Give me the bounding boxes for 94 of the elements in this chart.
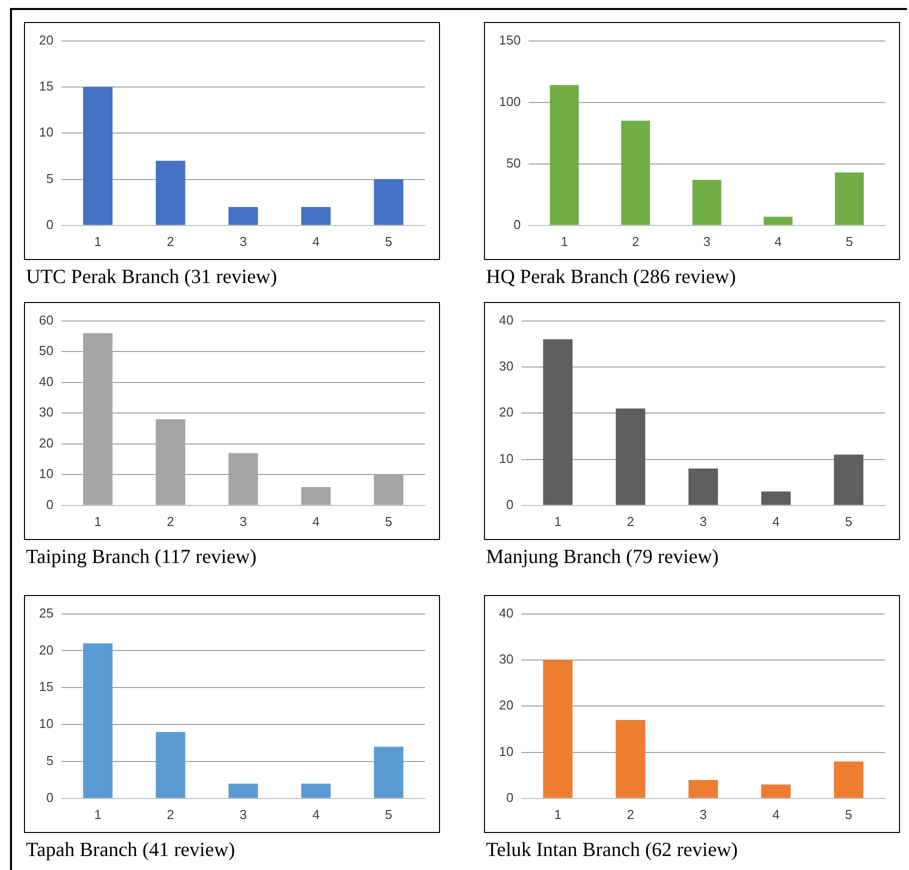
bar bbox=[764, 216, 793, 225]
x-tick-label: 2 bbox=[166, 514, 174, 529]
x-tick-label: 3 bbox=[240, 234, 247, 249]
y-tick-label: 20 bbox=[498, 404, 514, 420]
y-tick-label: 0 bbox=[506, 496, 514, 512]
x-tick-label: 5 bbox=[845, 514, 852, 529]
y-tick-label: 20 bbox=[38, 642, 54, 658]
x-tick-label: 4 bbox=[312, 806, 320, 822]
y-tick-label: 40 bbox=[498, 605, 514, 620]
x-tick-label: 2 bbox=[166, 234, 174, 249]
bar bbox=[83, 643, 113, 798]
x-tick-label: 2 bbox=[166, 806, 174, 822]
x-tick-label: 2 bbox=[626, 806, 634, 822]
y-tick-label: 20 bbox=[498, 698, 514, 713]
bar bbox=[301, 486, 331, 505]
x-tick-label: 5 bbox=[846, 234, 853, 249]
x-tick-label: 5 bbox=[385, 234, 392, 249]
text: Tapah Branch (41 review) bbox=[25, 839, 236, 862]
y-tick-label: 10 bbox=[38, 716, 54, 732]
x-tick-label: 3 bbox=[700, 806, 707, 822]
y-tick-label: 10 bbox=[38, 124, 54, 140]
bar bbox=[156, 160, 186, 225]
x-tick-label: 4 bbox=[772, 514, 780, 529]
text: Taiping Branch (117 review) bbox=[25, 546, 258, 569]
x-tick-label: 4 bbox=[312, 234, 320, 249]
bar bbox=[761, 784, 791, 798]
y-tick-label: 0 bbox=[46, 216, 54, 232]
y-tick-label: 50 bbox=[38, 343, 54, 358]
x-tick-label: 2 bbox=[632, 234, 640, 249]
y-tick-label: 40 bbox=[38, 374, 54, 389]
x-tick-label: 3 bbox=[700, 514, 707, 529]
x-tick-label: 2 bbox=[626, 514, 634, 529]
y-tick-label: 30 bbox=[38, 404, 54, 420]
y-tick-label: 0 bbox=[46, 790, 54, 805]
bar bbox=[374, 746, 404, 798]
bar bbox=[761, 492, 791, 505]
bar bbox=[616, 720, 646, 798]
bar bbox=[543, 339, 573, 505]
bar bbox=[83, 86, 113, 225]
bar bbox=[228, 784, 258, 798]
y-tick-label: 15 bbox=[38, 78, 54, 94]
text: UTC Perak Branch (31 review) bbox=[25, 266, 278, 289]
y-tick-label: 0 bbox=[46, 496, 54, 512]
y-tick-label: 60 bbox=[38, 312, 54, 328]
y-tick-label: 20 bbox=[38, 32, 54, 48]
y-tick-label: 0 bbox=[513, 216, 521, 232]
x-tick-label: 3 bbox=[703, 234, 710, 249]
y-tick-label: 5 bbox=[46, 170, 54, 186]
y-tick-label: 15 bbox=[38, 679, 54, 694]
x-tick-label: 1 bbox=[554, 806, 562, 822]
x-tick-label: 1 bbox=[94, 806, 102, 822]
y-tick-label: 100 bbox=[498, 94, 521, 109]
y-tick-label: 10 bbox=[498, 450, 514, 466]
x-tick-label: 5 bbox=[385, 514, 392, 529]
y-tick-label: 20 bbox=[38, 435, 54, 450]
x-tick-label: 1 bbox=[94, 234, 102, 249]
x-tick-label: 5 bbox=[845, 806, 852, 822]
bar bbox=[156, 732, 186, 798]
y-tick-label: 0 bbox=[506, 790, 514, 805]
bar bbox=[834, 172, 864, 225]
y-tick-label: 10 bbox=[38, 466, 54, 482]
x-tick-label: 4 bbox=[312, 514, 320, 529]
bar bbox=[834, 761, 864, 798]
bar bbox=[228, 206, 258, 225]
bar bbox=[688, 780, 718, 798]
bar bbox=[550, 85, 579, 225]
x-tick-label: 1 bbox=[94, 514, 102, 529]
y-tick-label: 40 bbox=[498, 312, 514, 328]
y-tick-label: 25 bbox=[38, 605, 54, 620]
bar bbox=[834, 454, 864, 505]
y-tick-label: 10 bbox=[498, 744, 514, 759]
y-tick-label: 150 bbox=[498, 32, 521, 48]
y-tick-label: 30 bbox=[498, 652, 514, 667]
bar bbox=[688, 468, 718, 505]
bar bbox=[692, 180, 722, 225]
x-tick-label: 3 bbox=[240, 514, 247, 529]
x-tick-label: 5 bbox=[385, 806, 392, 822]
bar bbox=[621, 120, 650, 225]
bar bbox=[301, 206, 331, 225]
x-tick-label: 4 bbox=[772, 806, 780, 822]
bar bbox=[374, 179, 404, 225]
bar bbox=[301, 784, 331, 798]
text: Teluk Intan Branch (62 review) bbox=[485, 839, 739, 862]
x-tick-label: 4 bbox=[774, 234, 782, 249]
bar bbox=[616, 408, 646, 505]
text: HQ Perak Branch (286 review) bbox=[485, 266, 737, 289]
y-tick-label: 30 bbox=[498, 358, 514, 374]
y-tick-label: 50 bbox=[506, 155, 521, 170]
text: Manjung Branch (79 review) bbox=[485, 546, 720, 569]
bar bbox=[543, 660, 573, 798]
x-tick-label: 1 bbox=[560, 234, 568, 249]
x-tick-label: 3 bbox=[240, 806, 247, 822]
y-tick-label: 5 bbox=[46, 753, 54, 768]
x-tick-label: 1 bbox=[554, 514, 562, 529]
